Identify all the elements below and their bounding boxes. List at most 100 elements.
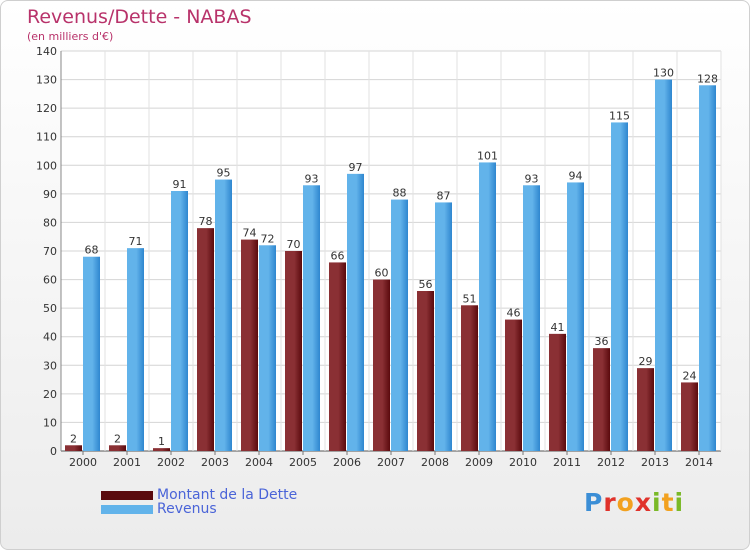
data-label: 87 <box>437 189 451 202</box>
data-label: 130 <box>653 67 674 80</box>
y-tick-label: 140 <box>36 45 57 58</box>
bar-dette <box>593 348 610 451</box>
logo-letter: x <box>634 488 652 517</box>
x-tick-label: 2003 <box>201 456 229 469</box>
bar-dette <box>373 279 390 451</box>
logo-letter: r <box>603 488 617 517</box>
x-tick-label: 2004 <box>245 456 273 469</box>
data-label: 128 <box>697 72 718 85</box>
bar-dette <box>153 448 170 451</box>
chart-subtitle: (en milliers d'€) <box>27 30 114 43</box>
data-label: 88 <box>393 187 407 200</box>
x-tick-label: 2007 <box>377 456 405 469</box>
y-tick-label: 0 <box>50 445 57 458</box>
legend-label-dette: Montant de la Dette <box>157 487 298 503</box>
data-label: 66 <box>331 249 345 262</box>
bar-dette <box>637 368 654 451</box>
data-label: 60 <box>375 267 389 280</box>
bar-dette <box>681 382 698 451</box>
data-label: 101 <box>477 149 498 162</box>
data-label: 94 <box>569 169 583 182</box>
bar-revenus <box>523 185 540 452</box>
data-label: 91 <box>173 178 187 191</box>
y-tick-label: 30 <box>43 359 57 372</box>
bar-dette <box>241 239 258 451</box>
y-tick-label: 90 <box>43 188 57 201</box>
bar-dette <box>505 319 522 451</box>
logo-letter: o <box>616 488 635 517</box>
bar-revenus <box>699 85 716 452</box>
bar-revenus <box>259 245 276 451</box>
legend-label-revenus: Revenus <box>157 501 217 517</box>
x-tick-label: 2006 <box>333 456 361 469</box>
y-tick-label: 80 <box>43 216 57 229</box>
data-label: 95 <box>217 167 231 180</box>
data-label: 78 <box>199 215 213 228</box>
bar-revenus <box>347 173 364 451</box>
x-tick-label: 2012 <box>597 456 625 469</box>
bar-revenus <box>391 199 408 451</box>
proxiti-logo: Proxiti <box>584 488 684 517</box>
x-tick-label: 2002 <box>157 456 185 469</box>
bar-revenus <box>655 79 672 452</box>
data-label: 2 <box>70 432 77 445</box>
bar-revenus <box>83 256 100 451</box>
logo-letter: t <box>661 488 675 517</box>
logo-letter: i <box>652 488 662 517</box>
data-label: 71 <box>129 235 143 248</box>
logo-letter: P <box>584 488 604 517</box>
bar-revenus <box>479 162 496 451</box>
legend-swatch-revenus <box>101 505 153 514</box>
bar-revenus <box>567 182 584 451</box>
y-tick-label: 40 <box>43 331 57 344</box>
bar-dette <box>461 305 478 451</box>
data-label: 36 <box>595 335 609 348</box>
bar-revenus <box>127 248 144 451</box>
x-tick-label: 2005 <box>289 456 317 469</box>
data-label: 70 <box>287 238 301 251</box>
bar-dette <box>329 262 346 451</box>
x-tick-label: 2013 <box>641 456 669 469</box>
x-tick-label: 2000 <box>69 456 97 469</box>
bar-dette <box>109 445 126 451</box>
x-tick-label: 2008 <box>421 456 449 469</box>
data-label: 1 <box>158 435 165 448</box>
data-label: 56 <box>419 278 433 291</box>
bar-dette <box>65 445 82 451</box>
bar-dette <box>197 228 214 451</box>
data-label: 51 <box>463 292 477 305</box>
y-tick-label: 60 <box>43 274 57 287</box>
x-tick-label: 2009 <box>465 456 493 469</box>
data-label: 46 <box>507 307 521 320</box>
y-tick-label: 120 <box>36 102 57 115</box>
bar-revenus <box>435 202 452 451</box>
y-tick-label: 100 <box>36 159 57 172</box>
legend-swatch-dette <box>101 491 153 500</box>
bar-revenus <box>215 179 232 452</box>
data-label: 2 <box>114 432 121 445</box>
data-label: 115 <box>609 109 630 122</box>
y-tick-label: 110 <box>36 131 57 144</box>
bar-revenus <box>303 185 320 452</box>
x-tick-label: 2010 <box>509 456 537 469</box>
data-label: 68 <box>85 244 99 257</box>
y-tick-label: 20 <box>43 388 57 401</box>
data-label: 97 <box>349 161 363 174</box>
y-tick-label: 10 <box>43 416 57 429</box>
bar-dette <box>417 291 434 451</box>
data-label: 93 <box>305 172 319 185</box>
data-label: 24 <box>683 369 697 382</box>
data-label: 74 <box>243 227 257 240</box>
data-label: 72 <box>261 232 275 245</box>
x-tick-label: 2014 <box>685 456 713 469</box>
data-label: 29 <box>639 355 653 368</box>
y-tick-label: 50 <box>43 302 57 315</box>
data-label: 93 <box>525 172 539 185</box>
y-tick-label: 70 <box>43 245 57 258</box>
chart-title: Revenus/Dette - NABAS <box>27 6 252 28</box>
x-tick-label: 2011 <box>553 456 581 469</box>
bar-revenus <box>611 122 628 451</box>
bar-revenus <box>171 191 188 451</box>
